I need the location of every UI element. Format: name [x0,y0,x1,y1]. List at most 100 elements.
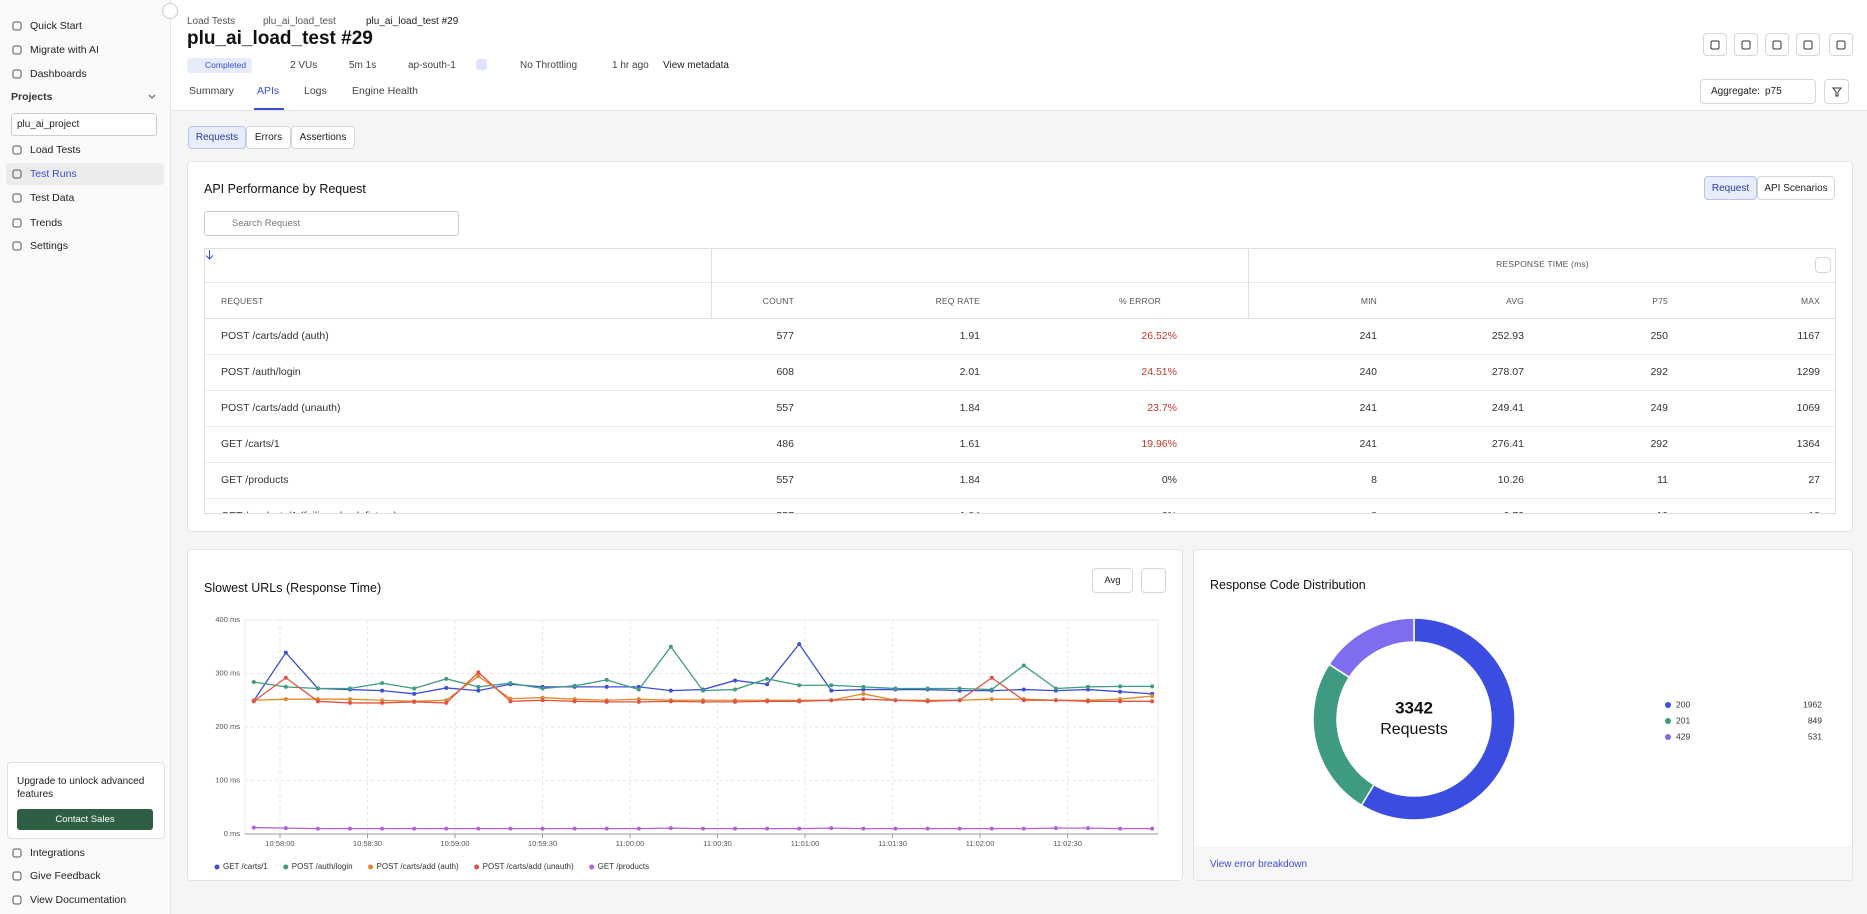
table-cell: 0% [977,510,1177,513]
collapse-button[interactable] [162,3,178,19]
donut-slice[interactable] [1360,617,1516,821]
icon-shape [12,241,22,251]
data-point [572,826,577,831]
table-cell: 1069 [1796,402,1820,414]
toggle-button[interactable]: Request [1704,176,1757,200]
legend-label[interactable]: GET /carts/1 [223,862,268,871]
nav-item[interactable]: Test Data [6,187,164,209]
column-settings[interactable] [1815,257,1831,273]
nav-item[interactable]: Give Feedback [6,865,164,887]
table-row-divider [205,354,1835,355]
nav-label: Dashboards [30,68,87,80]
data-point [604,684,609,689]
column-header[interactable]: REQ RATE [935,296,980,306]
column-header[interactable]: REQUEST [221,296,264,306]
nav-item[interactable]: Load Tests [6,139,164,161]
nav-item[interactable]: Quick Start [6,15,164,37]
data-point [989,826,994,831]
nav-icon [12,69,22,79]
tab[interactable]: Logs [304,85,327,97]
legend-label[interactable]: 429 [1676,731,1690,741]
toggle-button[interactable]: API Scenarios [1757,176,1835,200]
more-button[interactable] [1141,568,1166,593]
breadcrumb-item[interactable]: plu_ai_load_test [263,16,336,27]
data-point [829,826,834,831]
table-cell: GET /products [221,474,289,486]
column-header[interactable]: AVG [1506,296,1524,306]
breadcrumb-item[interactable]: Load Tests [187,16,236,27]
legend-label[interactable]: GET /products [598,862,649,871]
data-point [476,670,481,675]
aggregate-select[interactable]: Aggregate: p75 [1700,79,1816,104]
legend-marker[interactable] [283,864,289,870]
legend-marker[interactable] [368,864,374,870]
donut-slice[interactable] [1312,663,1375,807]
data-point [380,688,385,693]
legend-label[interactable]: POST /carts/add (auth) [377,862,459,871]
view-metadata[interactable]: View metadata [663,60,729,71]
legend-marker[interactable] [589,864,595,870]
legend-label[interactable]: POST /auth/login [292,862,353,871]
contact-sales-button[interactable]: Contact Sales [17,809,153,830]
data-point [700,699,705,704]
table-cell: 241 [1359,402,1377,414]
legend-marker[interactable] [474,864,480,870]
donut-total-label: Requests [1380,721,1448,738]
nav-label: Migrate with AI [30,44,99,56]
column-header[interactable]: % ERROR [1118,296,1161,306]
data-point [829,698,834,703]
legend-marker[interactable] [1665,718,1671,724]
action-button[interactable] [1765,33,1789,56]
subtab[interactable]: Requests [188,126,246,149]
nav-icon [12,145,22,155]
data-point [508,826,513,831]
data-point [765,676,770,681]
legend-label[interactable]: 201 [1676,715,1690,725]
nav-item[interactable]: View Documentation [6,889,164,911]
table-cell: 608 [776,366,794,378]
nav-item[interactable]: Settings [6,235,164,257]
column-header[interactable]: MAX [1800,296,1820,306]
nav-item[interactable]: Trends [6,212,164,234]
filter-button[interactable] [1824,79,1849,104]
data-point [636,826,641,831]
nav-item[interactable]: Dashboards [6,63,164,85]
nav-item[interactable]: Integrations [6,842,164,864]
search-input[interactable]: Search Request [204,211,459,236]
data-point [765,682,770,687]
legend-label[interactable]: 200 [1676,699,1690,709]
action-button[interactable] [1796,33,1820,56]
nav-item[interactable]: Test Runs [6,163,164,185]
data-point [797,683,802,688]
legend-label[interactable]: POST /carts/add (unauth) [483,862,574,871]
legend-marker[interactable] [214,864,220,870]
error-link[interactable]: View error breakdown [1210,859,1308,870]
action-button[interactable] [1703,33,1727,56]
project-select[interactable]: plu_ai_project [11,113,157,136]
tab[interactable]: APIs [257,85,280,97]
table-cell: 241 [1359,438,1377,450]
data-point [893,826,898,831]
nav-item[interactable]: Migrate with AI [6,39,164,61]
table-cell: 249 [1650,402,1668,414]
action-button[interactable] [1829,33,1853,56]
action-icon [1836,40,1846,49]
table-cell: 557 [776,402,794,414]
subtab[interactable]: Errors [246,126,291,149]
legend-marker[interactable] [1665,734,1671,740]
subtab[interactable]: Assertions [291,126,355,149]
column-header[interactable]: MIN [1360,296,1377,306]
action-button[interactable] [1734,33,1758,56]
tab[interactable]: Summary [189,85,234,97]
data-point [1150,826,1155,831]
nav-icon [12,169,22,179]
legend-marker[interactable] [1665,702,1671,708]
vus: 2 VUs [290,60,318,71]
column-header[interactable]: P75 [1652,296,1668,306]
aggregate-select[interactable]: Avg [1092,568,1133,593]
tab[interactable]: Engine Health [352,85,418,97]
column-header[interactable]: COUNT [762,296,794,306]
table-cell: 1.84 [780,510,980,513]
donut-slice[interactable] [1328,617,1415,679]
icon-shape [12,218,22,228]
